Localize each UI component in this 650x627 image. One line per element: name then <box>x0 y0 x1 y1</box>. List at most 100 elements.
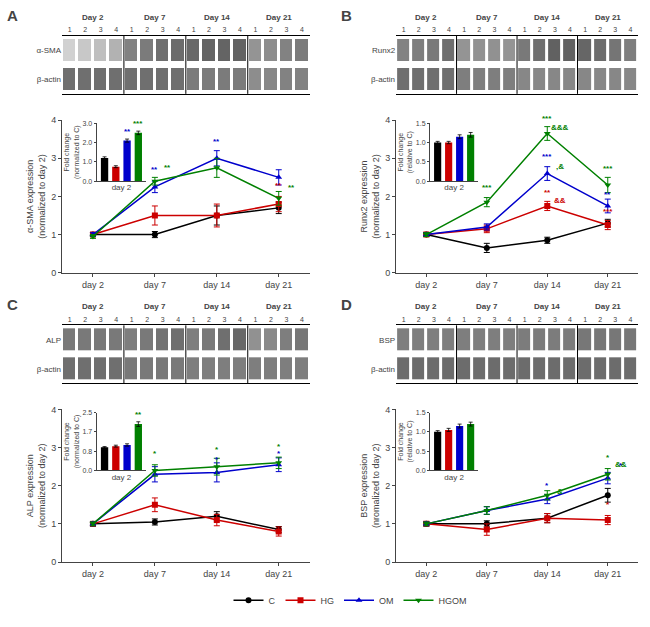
svg-text:4: 4 <box>238 26 242 33</box>
svg-text:β-actin: β-actin <box>371 75 395 84</box>
svg-text:0.5: 0.5 <box>416 448 426 455</box>
svg-text:Fold change(relative to C): Fold change(relative to C) <box>397 420 414 462</box>
svg-text:2: 2 <box>51 192 56 202</box>
svg-text:1: 1 <box>51 519 56 529</box>
svg-text:3: 3 <box>613 26 617 33</box>
svg-text:2: 2 <box>269 316 273 323</box>
svg-text:ALP expression(normalized to d: ALP expression(normalized to day 2) <box>25 443 47 528</box>
svg-text:day 21: day 21 <box>265 569 292 579</box>
svg-text:0.0: 0.0 <box>416 178 426 185</box>
svg-text:2: 2 <box>83 316 87 323</box>
svg-text:4: 4 <box>238 316 242 323</box>
svg-text:0.0: 0.0 <box>83 178 93 185</box>
svg-text:3: 3 <box>161 26 165 33</box>
svg-text:*: * <box>545 481 549 490</box>
svg-text:Day 21: Day 21 <box>266 302 292 311</box>
svg-text:Day 7: Day 7 <box>476 13 498 22</box>
svg-text:*: * <box>215 455 219 464</box>
svg-text:2: 2 <box>417 316 421 323</box>
svg-text:1: 1 <box>385 519 390 529</box>
svg-text:1: 1 <box>583 26 587 33</box>
svg-text:4: 4 <box>176 26 180 33</box>
svg-text:1: 1 <box>523 316 527 323</box>
svg-text:&&&: &&& <box>551 123 569 132</box>
svg-text:Day 7: Day 7 <box>476 302 498 311</box>
svg-text:1: 1 <box>130 316 134 323</box>
svg-text:Day 7: Day 7 <box>144 302 166 311</box>
svg-text:3: 3 <box>432 26 436 33</box>
svg-text:2: 2 <box>538 316 542 323</box>
svg-text:Day 21: Day 21 <box>266 13 292 22</box>
svg-text:0.0: 0.0 <box>416 467 426 474</box>
svg-text:1: 1 <box>402 26 406 33</box>
svg-text:1.0: 1.0 <box>416 428 426 435</box>
svg-text:Day 14: Day 14 <box>204 13 230 22</box>
svg-text:2: 2 <box>598 26 602 33</box>
svg-text:3: 3 <box>223 316 227 323</box>
svg-text:Day 14: Day 14 <box>204 302 230 311</box>
svg-text:Day 7: Day 7 <box>144 13 166 22</box>
svg-text:C: C <box>7 296 18 313</box>
svg-text:4: 4 <box>447 316 451 323</box>
svg-text:β-actin: β-actin <box>37 365 61 374</box>
svg-text:2.5: 2.5 <box>83 409 93 416</box>
svg-text:BSP expression(nromalized to d: BSP expression(nromalized to day 2) <box>359 443 381 528</box>
svg-text:4: 4 <box>568 316 572 323</box>
svg-text:**: ** <box>544 188 551 197</box>
svg-text:3: 3 <box>285 26 289 33</box>
svg-text:&&: && <box>615 460 627 469</box>
svg-text:1: 1 <box>462 26 466 33</box>
svg-text:C: C <box>269 596 276 606</box>
svg-text:OM: OM <box>379 596 394 606</box>
svg-text:day 7: day 7 <box>144 280 166 290</box>
svg-text:day 21: day 21 <box>594 569 621 579</box>
svg-text:day 14: day 14 <box>534 569 561 579</box>
svg-text:2: 2 <box>477 316 481 323</box>
svg-text:***: *** <box>542 114 552 123</box>
svg-text:4: 4 <box>385 115 390 125</box>
svg-text:2: 2 <box>598 316 602 323</box>
svg-text:Day 14: Day 14 <box>534 302 560 311</box>
svg-text:3: 3 <box>432 316 436 323</box>
svg-text:1: 1 <box>68 26 72 33</box>
svg-text:day 2: day 2 <box>82 569 104 579</box>
svg-text:Day 21: Day 21 <box>595 13 621 22</box>
svg-text:*: * <box>153 449 157 458</box>
svg-text:&: & <box>557 487 563 496</box>
svg-text:**: ** <box>164 163 171 172</box>
svg-text:BSP: BSP <box>379 336 395 345</box>
svg-text:2: 2 <box>51 481 56 491</box>
svg-text:Day 21: Day 21 <box>595 302 621 311</box>
svg-text:4: 4 <box>300 26 304 33</box>
svg-text:**: ** <box>288 183 295 192</box>
svg-text:1.0: 1.0 <box>83 158 93 165</box>
svg-text:day 2: day 2 <box>112 183 132 192</box>
svg-text:**: ** <box>124 127 131 136</box>
svg-text:A: A <box>7 7 18 24</box>
svg-text:1: 1 <box>51 230 56 240</box>
svg-text:day 7: day 7 <box>144 569 166 579</box>
svg-text:4: 4 <box>628 316 632 323</box>
svg-text:2: 2 <box>417 26 421 33</box>
svg-text:4: 4 <box>385 405 390 415</box>
svg-text:1.0: 1.0 <box>416 139 426 146</box>
svg-text:1: 1 <box>385 230 390 240</box>
svg-text:0: 0 <box>385 268 390 278</box>
svg-text:3: 3 <box>285 316 289 323</box>
svg-text:day 2: day 2 <box>415 280 437 290</box>
svg-text:1: 1 <box>523 26 527 33</box>
svg-text:3: 3 <box>385 153 390 163</box>
svg-text:Day 2: Day 2 <box>82 302 104 311</box>
svg-text:day 21: day 21 <box>265 280 292 290</box>
svg-text:0.0: 0.0 <box>83 467 93 474</box>
svg-text:**: ** <box>135 410 142 419</box>
svg-text:1: 1 <box>402 316 406 323</box>
svg-text:day 7: day 7 <box>476 280 498 290</box>
svg-text:1: 1 <box>462 316 466 323</box>
svg-text:0: 0 <box>51 557 56 567</box>
svg-text:1: 1 <box>192 316 196 323</box>
svg-text:HGOM: HGOM <box>439 596 467 606</box>
svg-text:*: * <box>277 442 281 451</box>
svg-text:Day 2: Day 2 <box>82 13 104 22</box>
svg-text:HG: HG <box>321 596 335 606</box>
